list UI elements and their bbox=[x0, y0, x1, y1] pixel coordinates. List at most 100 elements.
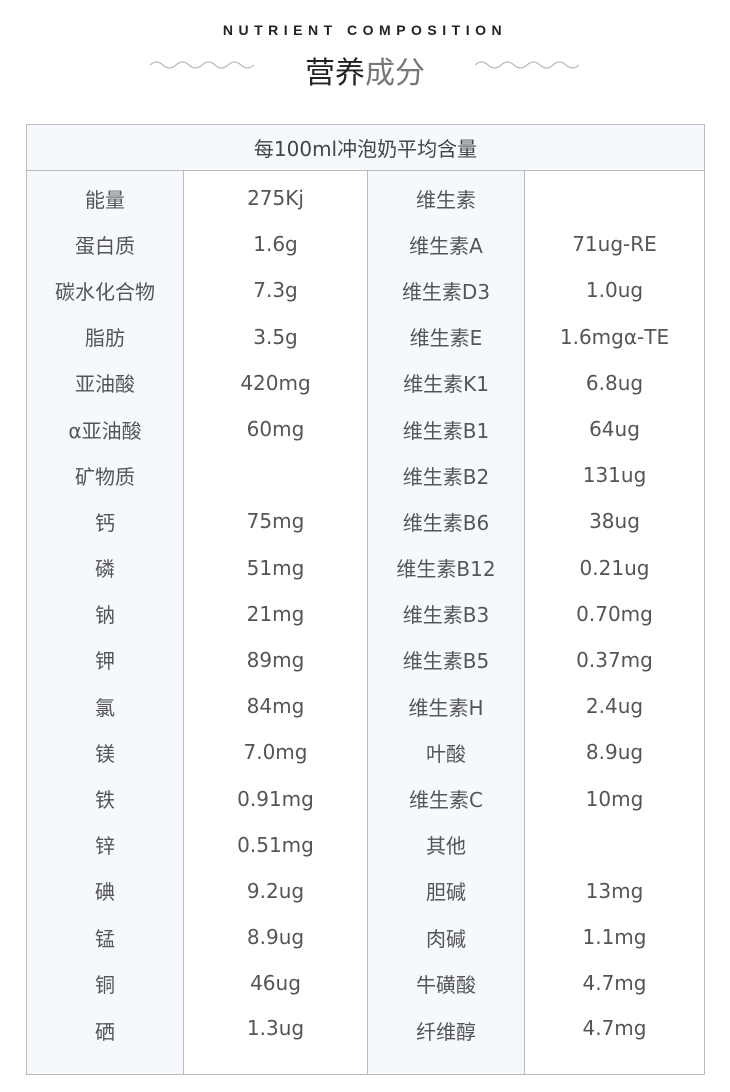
table-row: 钙 75mg 维生素B6 38ug bbox=[26, 498, 705, 545]
table-row: 硒 1.3ug 纤维醇 4.7mg bbox=[26, 1006, 705, 1076]
vitamin-name: 胆碱 bbox=[367, 867, 525, 914]
vitamin-value: 6.8ug bbox=[524, 359, 705, 406]
nutrient-name: 硒 bbox=[26, 1006, 184, 1076]
vitamin-name: 维生素H bbox=[367, 683, 525, 730]
nutrient-name: 蛋白质 bbox=[26, 221, 184, 268]
nutrient-value: 7.0mg bbox=[183, 729, 368, 776]
vitamin-name: 维生素B6 bbox=[367, 498, 525, 545]
vitamin-value: 2.4ug bbox=[524, 683, 705, 730]
vitamin-name: 维生素B12 bbox=[367, 544, 525, 591]
vitamin-value: 13mg bbox=[524, 867, 705, 914]
vitamin-name: 维生素 bbox=[367, 170, 525, 222]
wave-decoration-left bbox=[150, 61, 254, 69]
vitamin-name: 维生素A bbox=[367, 221, 525, 268]
vitamin-name: 维生素C bbox=[367, 775, 525, 822]
vitamin-value: 0.70mg bbox=[524, 590, 705, 637]
vitamin-name: 肉碱 bbox=[367, 914, 525, 961]
table-row: 矿物质 维生素B2 131ug bbox=[26, 452, 705, 499]
table-row: 钾 89mg 维生素B5 0.37mg bbox=[26, 636, 705, 684]
nutrient-value: 51mg bbox=[183, 544, 368, 591]
nutrient-value: 84mg bbox=[183, 683, 368, 730]
page-title: 营养成分 bbox=[0, 48, 730, 92]
table-row: 蛋白质 1.6g 维生素A 71ug-RE bbox=[26, 221, 705, 268]
vitamin-name: 叶酸 bbox=[367, 729, 525, 776]
table-row: 锌 0.51mg 其他 bbox=[26, 821, 705, 868]
wave-decoration-right bbox=[475, 61, 579, 69]
vitamin-value: 0.21ug bbox=[524, 544, 705, 591]
vitamin-value: 64ug bbox=[524, 405, 705, 453]
nutrient-name: 碘 bbox=[26, 867, 184, 914]
table-row: 亚油酸 420mg 维生素K1 6.8ug bbox=[26, 359, 705, 406]
nutrient-name: 磷 bbox=[26, 544, 184, 591]
table-row: α亚油酸 60mg 维生素B1 64ug bbox=[26, 405, 705, 453]
nutrient-value bbox=[183, 452, 368, 499]
table-row: 碘 9.2ug 胆碱 13mg bbox=[26, 867, 705, 914]
nutrient-name: 钠 bbox=[26, 590, 184, 637]
nutrient-value: 8.9ug bbox=[183, 914, 368, 961]
vitamin-name: 维生素B3 bbox=[367, 590, 525, 637]
vitamin-value: 38ug bbox=[524, 498, 705, 545]
nutrient-name: 能量 bbox=[26, 170, 184, 222]
nutrient-name: 锌 bbox=[26, 821, 184, 868]
nutrient-value: 275Kj bbox=[183, 170, 368, 222]
nutrient-name: 钙 bbox=[26, 498, 184, 545]
nutrient-value: 7.3g bbox=[183, 267, 368, 314]
nutrient-name: 脂肪 bbox=[26, 313, 184, 360]
nutrient-value: 1.3ug bbox=[183, 1006, 368, 1076]
nutrient-name: 钾 bbox=[26, 636, 184, 684]
table-row: 铁 0.91mg 维生素C 10mg bbox=[26, 775, 705, 822]
vitamin-value: 4.7mg bbox=[524, 1006, 705, 1076]
nutrient-value: 9.2ug bbox=[183, 867, 368, 914]
nutrient-value: 1.6g bbox=[183, 221, 368, 268]
table-row: 氯 84mg 维生素H 2.4ug bbox=[26, 683, 705, 730]
title-light: 成分 bbox=[365, 56, 425, 91]
vitamin-name: 牛磺酸 bbox=[367, 960, 525, 1007]
vitamin-value: 10mg bbox=[524, 775, 705, 822]
nutrient-name: 锰 bbox=[26, 914, 184, 961]
nutrient-value: 21mg bbox=[183, 590, 368, 637]
nutrient-name: 氯 bbox=[26, 683, 184, 730]
nutrient-name: α亚油酸 bbox=[26, 405, 184, 453]
vitamin-value: 4.7mg bbox=[524, 960, 705, 1007]
vitamin-value: 1.0ug bbox=[524, 267, 705, 314]
nutrient-value: 420mg bbox=[183, 359, 368, 406]
nutrient-name: 镁 bbox=[26, 729, 184, 776]
nutrient-value: 60mg bbox=[183, 405, 368, 453]
table-row: 能量 275Kj 维生素 bbox=[26, 170, 705, 222]
vitamin-value: 1.6mgα-TE bbox=[524, 313, 705, 360]
vitamin-name: 纤维醇 bbox=[367, 1006, 525, 1076]
vitamin-name: 维生素B5 bbox=[367, 636, 525, 684]
vitamin-value: 131ug bbox=[524, 452, 705, 499]
table-row: 磷 51mg 维生素B12 0.21ug bbox=[26, 544, 705, 591]
nutrient-value: 75mg bbox=[183, 498, 368, 545]
nutrient-table: 每100ml冲泡奶平均含量 能量 275Kj 维生素 蛋白质 1.6g 维生素A 71ug-… bbox=[26, 124, 705, 1076]
table-row: 脂肪 3.5g 维生素E 1.6mgα-TE bbox=[26, 313, 705, 360]
table-row: 镁 7.0mg 叶酸 8.9ug bbox=[26, 729, 705, 776]
table-caption: 每100ml冲泡奶平均含量 bbox=[26, 124, 705, 171]
table-row: 锰 8.9ug 肉碱 1.1mg bbox=[26, 914, 705, 961]
nutrient-value: 0.91mg bbox=[183, 775, 368, 822]
nutrient-name: 铁 bbox=[26, 775, 184, 822]
table-row: 铜 46ug 牛磺酸 4.7mg bbox=[26, 960, 705, 1007]
nutrient-value: 89mg bbox=[183, 636, 368, 684]
table-row: 钠 21mg 维生素B3 0.70mg bbox=[26, 590, 705, 637]
table-row: 碳水化合物 7.3g 维生素D3 1.0ug bbox=[26, 267, 705, 314]
nutrient-name: 矿物质 bbox=[26, 452, 184, 499]
nutrient-name: 碳水化合物 bbox=[26, 267, 184, 314]
nutrient-name: 亚油酸 bbox=[26, 359, 184, 406]
nutrient-value: 3.5g bbox=[183, 313, 368, 360]
vitamin-value: 8.9ug bbox=[524, 729, 705, 776]
nutrient-value: 46ug bbox=[183, 960, 368, 1007]
vitamin-value: 1.1mg bbox=[524, 914, 705, 961]
vitamin-name: 维生素B1 bbox=[367, 405, 525, 453]
english-title: NUTRIENT COMPOSITION bbox=[222, 22, 508, 38]
vitamin-value bbox=[524, 170, 705, 222]
vitamin-name: 维生素D3 bbox=[367, 267, 525, 314]
nutrient-value: 0.51mg bbox=[183, 821, 368, 868]
vitamin-value bbox=[524, 821, 705, 868]
vitamin-value: 71ug-RE bbox=[524, 221, 705, 268]
vitamin-name: 维生素E bbox=[367, 313, 525, 360]
vitamin-value: 0.37mg bbox=[524, 636, 705, 684]
vitamin-name: 维生素B2 bbox=[367, 452, 525, 499]
vitamin-name: 其他 bbox=[367, 821, 525, 868]
